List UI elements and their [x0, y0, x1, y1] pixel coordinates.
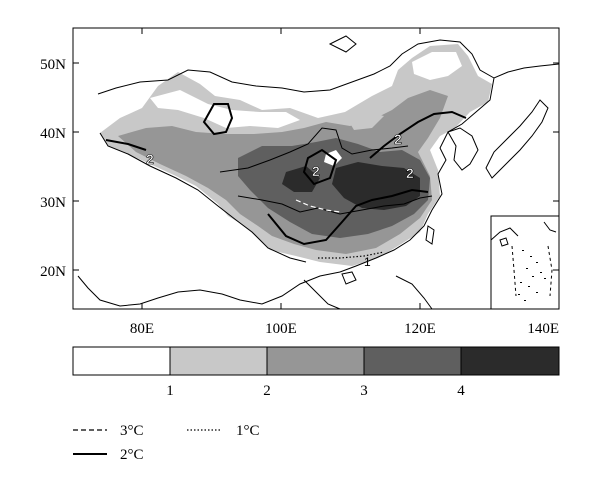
colorbar-swatch-5 [460, 346, 560, 376]
contour-label-5: 1 [364, 255, 371, 269]
colorbar-label-4: 4 [457, 383, 465, 399]
china-shading-level-4 [332, 162, 420, 210]
inset-island-dot [524, 300, 526, 301]
hainan-island [341, 271, 357, 285]
legend-dotted-label: 1°C [236, 423, 260, 439]
colorbar-label-1: 1 [166, 383, 174, 399]
colorbar-swatch-4 [363, 346, 462, 376]
inset-south-china-sea [490, 215, 560, 310]
china-shading-light-ne [348, 112, 384, 130]
inset-island-dot [544, 278, 546, 279]
coastline-east [339, 77, 495, 273]
taiwan-island [425, 225, 435, 245]
inset-island-dot [520, 282, 522, 283]
y-axis-ticks [73, 62, 559, 271]
inset-island-dot [536, 292, 538, 293]
inset-islands-dots [518, 250, 546, 301]
colorbar-swatch-2 [169, 346, 268, 376]
contour-label-1: 2 [146, 151, 154, 167]
china-shading-white-west [112, 156, 226, 216]
contour-2c-ne [369, 110, 467, 159]
colorbar-swatch-1 [72, 346, 171, 376]
china-shading-level-3 [238, 138, 430, 238]
inset-island-dot [522, 250, 524, 251]
coastline-south [77, 271, 341, 307]
inset-island-dot [530, 256, 532, 257]
lon-label-80e: 80E [130, 321, 154, 337]
lon-label-120e: 120E [404, 321, 436, 337]
lat-label-40n: 40N [40, 126, 66, 142]
inset-island-dot [528, 286, 530, 287]
japan-islands [485, 99, 549, 179]
border-west [99, 132, 307, 263]
contour-2c-west [105, 139, 147, 151]
inset-island-dot [536, 262, 538, 263]
contour-1c-south [318, 251, 385, 259]
contour-label-3: 2 [394, 131, 402, 147]
china-shading-level-4-west [282, 166, 320, 192]
lat-label-50n: 50N [40, 57, 66, 73]
china-shading-white-ne [412, 52, 462, 80]
inset-frame [490, 215, 560, 310]
lat-label-20n: 20N [40, 264, 66, 280]
lake-outline [328, 35, 357, 53]
colorbar-label-2: 2 [263, 383, 271, 399]
contour-2c-loop [302, 148, 338, 186]
inset-island-dot [518, 294, 520, 295]
lon-label-140e: 140E [527, 321, 559, 337]
legend-dashed-label: 3°C [120, 423, 144, 439]
inset-coast [490, 221, 557, 241]
inset-island [499, 237, 509, 247]
contour-2c-north [202, 103, 234, 136]
inset-island-dot [532, 276, 534, 277]
colorbar-label-3: 3 [360, 383, 368, 399]
map-panel: 2 2 2 2 1 [40, 27, 560, 337]
inset-island-dot [526, 268, 528, 269]
x-axis-ticks [141, 28, 421, 309]
korea-peninsula [447, 127, 479, 171]
colorbar: 1 2 3 4 [72, 346, 560, 399]
yellow-river [219, 127, 409, 173]
lon-label-100e: 100E [265, 321, 297, 337]
colorbar-swatch-3 [266, 346, 365, 376]
contour-label-2: 2 [312, 163, 320, 179]
inset-island-dot [540, 272, 542, 273]
inset-dashed-boundary [511, 245, 553, 297]
lat-label-30n: 30N [40, 195, 66, 211]
china-shading-white-north [150, 90, 300, 128]
contour-2c-central [267, 188, 429, 246]
legend-solid-label: 2°C [120, 447, 144, 463]
contour-label-4: 2 [406, 165, 414, 181]
yangtze-river [237, 195, 433, 215]
line-legend: 3°C 1°C 2°C [73, 423, 260, 463]
southeast-asia-coast [303, 275, 433, 310]
